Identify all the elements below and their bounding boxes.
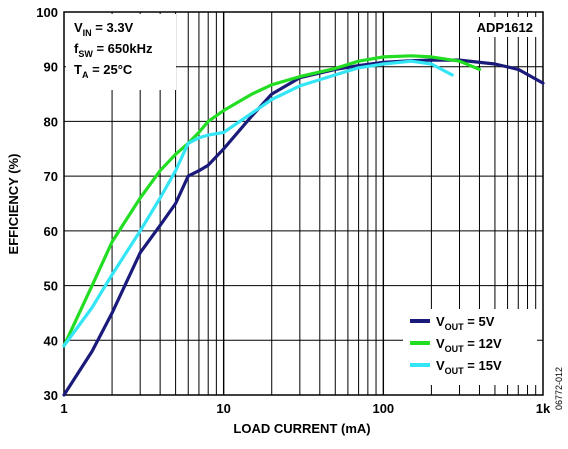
y-tick-label: 60	[44, 224, 58, 239]
part-label-box	[468, 17, 538, 37]
figure-id: 06772-012	[554, 367, 564, 410]
y-tick-labels: 30 40 50 60 70 80 90 100	[36, 5, 58, 403]
x-tick-label: 10	[216, 401, 230, 416]
series-line-1	[62, 54, 482, 348]
x-axis-title: LOAD CURRENT (mA)	[233, 421, 370, 436]
vin-annotation: VIN = 3.3V	[74, 20, 134, 38]
y-tick-label: 40	[44, 333, 58, 348]
legend: VOUT = 5V VOUT = 12V VOUT = 15V	[403, 309, 537, 385]
legend-label-15v: VOUT = 15V	[436, 358, 502, 376]
y-tick-label: 70	[44, 169, 58, 184]
y-tick-label: 90	[44, 60, 58, 75]
ta-annotation: TA = 25°C	[74, 62, 133, 80]
fsw-annotation: fSW = 650kHz	[74, 41, 153, 59]
x-tick-label: 100	[372, 401, 394, 416]
y-axis-title: EFFICIENCY (%)	[6, 154, 21, 255]
legend-label-12v: VOUT = 12V	[436, 336, 502, 354]
plot-frame	[63, 11, 544, 396]
series-group	[62, 54, 545, 397]
part-number-label: ADP1612	[477, 20, 533, 35]
series-line-2	[62, 59, 454, 348]
y-tick-label: 30	[44, 388, 58, 403]
y-tick-label: 100	[36, 5, 58, 20]
x-tick-labels: 1 10 100 1k	[60, 401, 551, 416]
legend-label-5v: VOUT = 5V	[436, 314, 495, 332]
x-tick-label: 1	[60, 401, 67, 416]
conditions-box	[66, 14, 176, 90]
y-tick-label: 50	[44, 279, 58, 294]
y-tick-label: 80	[44, 114, 58, 129]
x-tick-label: 1k	[536, 401, 551, 416]
